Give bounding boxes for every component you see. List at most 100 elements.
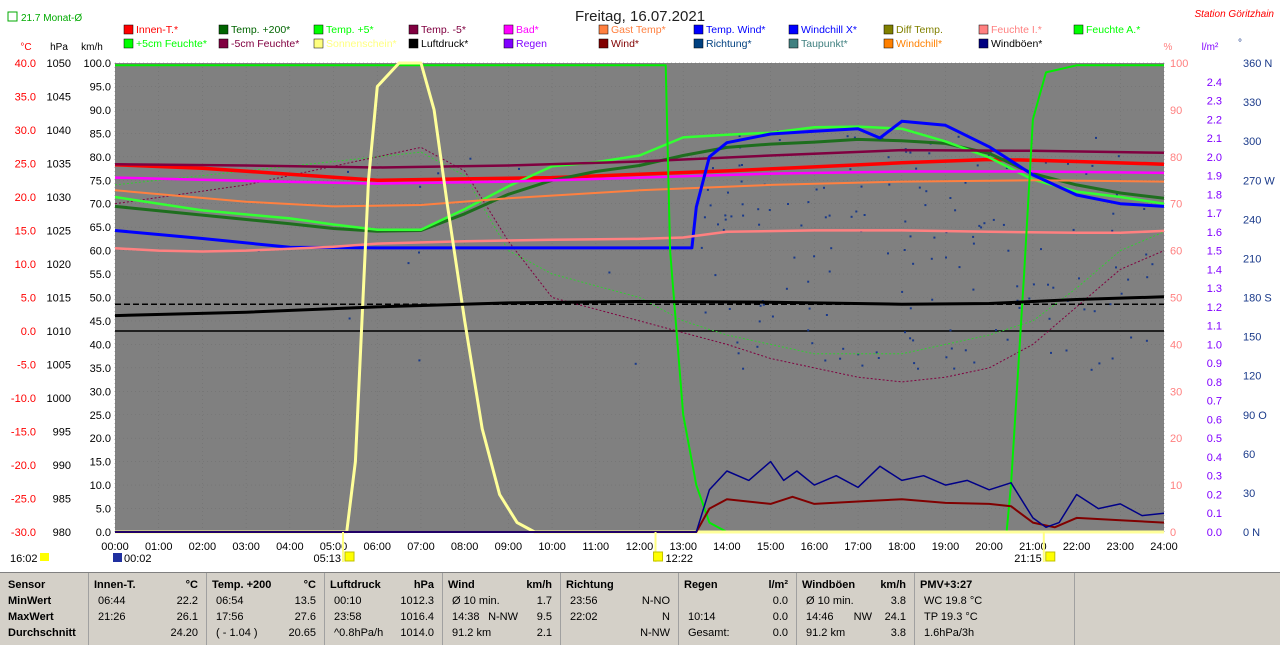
direction-point — [1098, 362, 1101, 365]
direction-point — [728, 308, 731, 310]
col-cell-value: 22.2 — [176, 595, 198, 607]
direction-point — [964, 349, 967, 352]
pressure-tick: 990 — [53, 460, 71, 472]
direction-point — [813, 255, 816, 258]
legend-label: Windböen* — [991, 38, 1042, 50]
col-cell-value: 13.5 — [294, 595, 316, 607]
weather-chart: °C hPa km/h% l/m² ° 40.0 35.0 30.0 25.0 20.0 15.0 1… — [7, 8, 1276, 565]
direction-point — [727, 191, 729, 194]
direction-point — [1067, 162, 1069, 165]
x-tick: 02:00 — [189, 541, 217, 553]
rain-tick: 2.3 — [1207, 96, 1222, 108]
pressure-tick: 1000 — [47, 393, 71, 405]
col-cell-left: Ø 10 min. — [806, 595, 854, 607]
pressure-tick: 1020 — [47, 259, 71, 271]
x-tick: 13:00 — [669, 541, 697, 553]
rain-tick: 0.5 — [1207, 433, 1222, 445]
speed-tick: 20.0 — [90, 433, 111, 445]
legend-label: -5cm Feuchte* — [231, 38, 299, 50]
direction-point — [824, 359, 827, 362]
direction-point — [811, 342, 814, 345]
direction-point — [1018, 306, 1021, 309]
direction-point — [1072, 228, 1075, 231]
series-luftdruck — [114, 295, 1165, 318]
sunrise-icon — [344, 551, 355, 562]
temp-tick: 30.0 — [15, 125, 36, 137]
legend-label: Feuchte I.* — [991, 24, 1042, 36]
col-cell-left: 06:44 — [98, 595, 126, 607]
direction-point — [1120, 292, 1123, 295]
direction-point — [758, 223, 761, 226]
sun-events: 05:13 12:22 21:15 16:02 00:02 — [10, 532, 1056, 565]
temp-tick: -30.0 — [11, 527, 36, 539]
direction-point — [756, 345, 759, 348]
x-tick: 15:00 — [757, 541, 785, 553]
legend-swatch — [123, 38, 134, 49]
direction-point — [738, 135, 741, 137]
direction-point — [758, 320, 761, 323]
pressure-axis-unit: hPa — [50, 42, 68, 53]
speed-tick: 10.0 — [90, 480, 111, 492]
legend-label: Luftdruck* — [421, 38, 468, 50]
direction-point — [903, 249, 906, 251]
direction-point — [800, 224, 803, 227]
legend-label: Temp. Wind* — [706, 24, 766, 36]
series-lines — [114, 61, 1165, 534]
chart-title: Freitag, 16.07.2021 — [575, 8, 705, 25]
pressure-tick: 980 — [53, 527, 71, 539]
direction-tick: 180 S — [1243, 293, 1272, 305]
col-head: Luftdruck — [330, 579, 381, 591]
direction-point — [1117, 155, 1120, 158]
direction-point — [742, 214, 745, 217]
rain-tick: 1.5 — [1207, 246, 1222, 258]
legend-label: Regen — [516, 38, 547, 50]
direction-point — [887, 252, 889, 255]
direction-point — [1111, 229, 1114, 232]
series-innen — [114, 157, 1165, 183]
sunset-label: 21:15 — [1014, 553, 1042, 565]
direction-point — [1146, 276, 1149, 279]
temp-tick: 40.0 — [15, 58, 36, 70]
direction-point — [1112, 212, 1115, 215]
direction-point — [825, 314, 828, 316]
direction-point — [909, 337, 912, 340]
direction-point — [1044, 161, 1047, 164]
start-icon — [40, 553, 49, 561]
legend-label: Wind* — [611, 38, 639, 50]
rain-tick: 1.8 — [1207, 189, 1222, 201]
direction-point — [736, 341, 739, 344]
x-tick: 16:00 — [801, 541, 829, 553]
direction-point — [1145, 339, 1148, 342]
x-tick: 07:00 — [407, 541, 435, 553]
direction-point — [930, 257, 933, 260]
legend-swatch — [408, 38, 419, 49]
direction-point — [1007, 249, 1010, 252]
col-cell-left: 14:46 — [806, 611, 834, 623]
x-tick: 22:00 — [1063, 541, 1091, 553]
legend-swatch — [503, 24, 514, 35]
month-avg-icon — [7, 11, 18, 22]
direction-point — [1115, 193, 1118, 196]
temp-tick: 0.0 — [21, 326, 36, 338]
direction-point — [901, 290, 904, 293]
direction-point — [815, 188, 818, 191]
col-cell-value: 20.65 — [288, 627, 316, 639]
col-cell-value: 24.1 — [884, 611, 906, 623]
direction-point — [933, 236, 936, 239]
sunrise-label: 05:13 — [313, 553, 341, 565]
direction-point — [924, 204, 927, 207]
rain-tick: 0.4 — [1207, 452, 1222, 464]
x-tick: 20:00 — [975, 541, 1003, 553]
pressure-tick: 1050 — [47, 58, 71, 70]
direction-point — [957, 135, 960, 138]
col-cell-value: 0.0 — [772, 595, 788, 607]
direction-point — [954, 209, 957, 212]
legend-label: Taupunkt* — [801, 38, 848, 50]
percent-tick: 90 — [1170, 105, 1182, 117]
col-unit: l/m² — [768, 579, 788, 591]
x-tick: 11:00 — [582, 541, 609, 553]
speed-tick: 60.0 — [90, 246, 111, 258]
rain-tick: 0.6 — [1207, 414, 1222, 426]
direction-point — [778, 139, 781, 141]
legend-label: Diff Temp. — [896, 24, 943, 36]
